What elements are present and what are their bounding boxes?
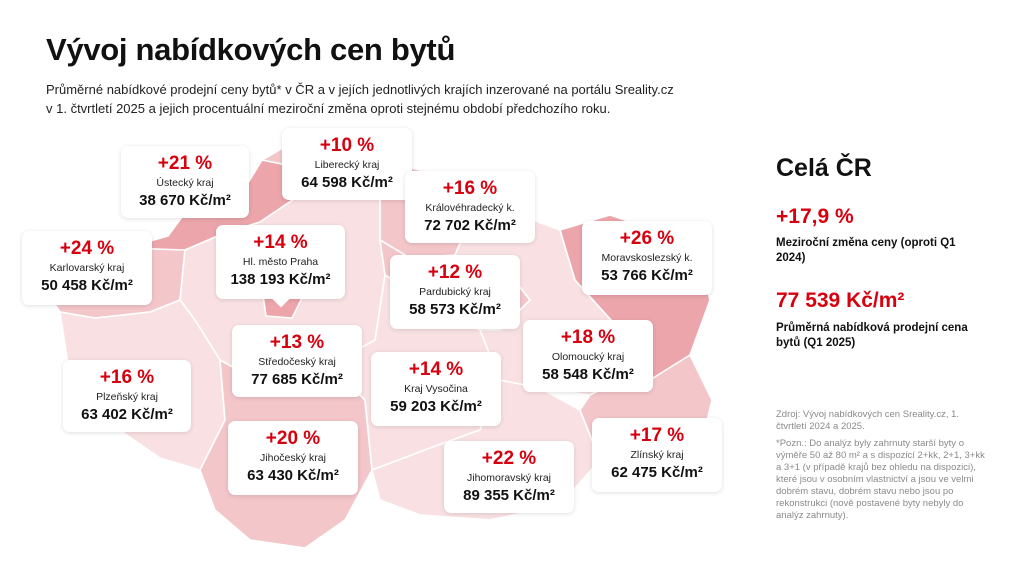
summary-price-label: Průměrná nabídková prodejní cena bytů (Q… <box>776 322 968 349</box>
region-price: 59 203 Kč/m² <box>390 398 482 415</box>
region-name: Jihomoravský kraj <box>466 472 552 484</box>
region-price: 89 355 Kč/m² <box>463 487 555 504</box>
summary-title: Celá ČR <box>776 154 872 182</box>
region-name: Královéhradecký k. <box>425 202 515 214</box>
region-card-liberecky: +10 % Liberecký kraj 64 598 Kč/m² <box>282 128 412 200</box>
region-name: Moravskoslezský k. <box>601 252 693 264</box>
region-price: 63 402 Kč/m² <box>81 406 173 423</box>
region-price: 77 685 Kč/m² <box>251 371 343 388</box>
region-name: Pardubický kraj <box>419 286 491 298</box>
region-card-karlovarsky: +24 % Karlovarský kraj 50 458 Kč/m² <box>22 231 152 305</box>
region-change: +16 % <box>99 367 155 388</box>
region-change: +16 % <box>442 178 498 199</box>
region-name: Olomoucký kraj <box>551 351 625 363</box>
region-card-olomoucky: +18 % Olomoucký kraj 58 548 Kč/m² <box>523 320 653 392</box>
region-card-praha: +14 % Hl. město Praha 138 193 Kč/m² <box>216 225 345 308</box>
summary-price: 77 539 Kč/m² <box>776 289 905 312</box>
region-card-stredocesky: +13 % Středočeský kraj 77 685 Kč/m² <box>232 325 362 397</box>
region-change: +13 % <box>269 332 325 353</box>
region-change: +18 % <box>560 327 616 348</box>
region-card-zlinsky: +17 % Zlínský kraj 62 475 Kč/m² <box>592 418 722 492</box>
source-note: Zdroj: Vývoj nabídkových cen Sreality.cz… <box>776 409 960 432</box>
region-price: 138 193 Kč/m² <box>230 271 331 288</box>
region-price: 58 573 Kč/m² <box>409 301 501 318</box>
region-card-jihomoravsky: +22 % Jihomoravský kraj 89 355 Kč/m² <box>444 441 574 513</box>
region-change: +14 % <box>253 232 308 253</box>
region-price: 53 766 Kč/m² <box>601 267 693 284</box>
region-change: +14 % <box>408 359 464 380</box>
region-name: Středočeský kraj <box>258 356 336 368</box>
region-change: +22 % <box>481 448 537 469</box>
region-change: +21 % <box>157 153 213 174</box>
page-title: Vývoj nabídkových cen bytů <box>46 32 456 67</box>
region-change: +12 % <box>427 262 483 283</box>
region-card-ustecky: +21 % Ústecký kraj 38 670 Kč/m² <box>121 146 249 218</box>
summary-change-label: Meziroční změna ceny (oproti Q1 2024) <box>776 237 956 264</box>
page-subtitle: Průměrné nabídkové prodejní ceny bytů* v… <box>46 80 746 118</box>
region-name: Karlovarský kraj <box>49 262 125 274</box>
methodology-note: *Pozn.: Do analýz byly zahrnuty starší b… <box>776 438 985 521</box>
region-change: +17 % <box>629 425 685 446</box>
region-card-pardubicky: +12 % Pardubický kraj 58 573 Kč/m² <box>390 255 520 329</box>
region-name: Ústecký kraj <box>156 177 214 189</box>
region-card-moravskoslezsky: +26 % Moravskoslezský k. 53 766 Kč/m² <box>582 221 712 295</box>
region-change: +20 % <box>265 428 321 449</box>
region-price: 63 430 Kč/m² <box>247 467 339 484</box>
region-price: 50 458 Kč/m² <box>41 277 133 294</box>
summary-change: +17,9 % <box>776 205 854 228</box>
region-change: +24 % <box>59 238 115 259</box>
region-change: +10 % <box>319 135 375 156</box>
region-price: 58 548 Kč/m² <box>542 366 634 383</box>
subtitle-line-1: Průměrné nabídkové prodejní ceny bytů* v… <box>46 82 674 97</box>
subtitle-line-2: v 1. čtvrtletí 2025 a jejich procentuáln… <box>46 101 611 116</box>
region-price: 62 475 Kč/m² <box>611 464 703 481</box>
region-card-jihocesky: +20 % Jihočeský kraj 63 430 Kč/m² <box>228 421 358 495</box>
region-price: 64 598 Kč/m² <box>301 174 393 191</box>
region-name: Plzeňský kraj <box>96 391 158 403</box>
region-name: Zlínský kraj <box>630 449 684 461</box>
region-price: 38 670 Kč/m² <box>139 192 231 209</box>
region-price: 72 702 Kč/m² <box>424 217 516 234</box>
region-card-plzensky: +16 % Plzeňský kraj 63 402 Kč/m² <box>63 360 191 432</box>
region-name: Hl. město Praha <box>242 256 319 268</box>
region-name: Kraj Vysočina <box>404 383 468 395</box>
region-name: Liberecký kraj <box>314 159 380 171</box>
region-change: +26 % <box>619 228 675 249</box>
region-card-kralovehradecky: +16 % Královéhradecký k. 72 702 Kč/m² <box>405 171 535 243</box>
region-name: Jihočeský kraj <box>260 452 326 464</box>
region-card-vysocina: +14 % Kraj Vysočina 59 203 Kč/m² <box>371 352 501 426</box>
